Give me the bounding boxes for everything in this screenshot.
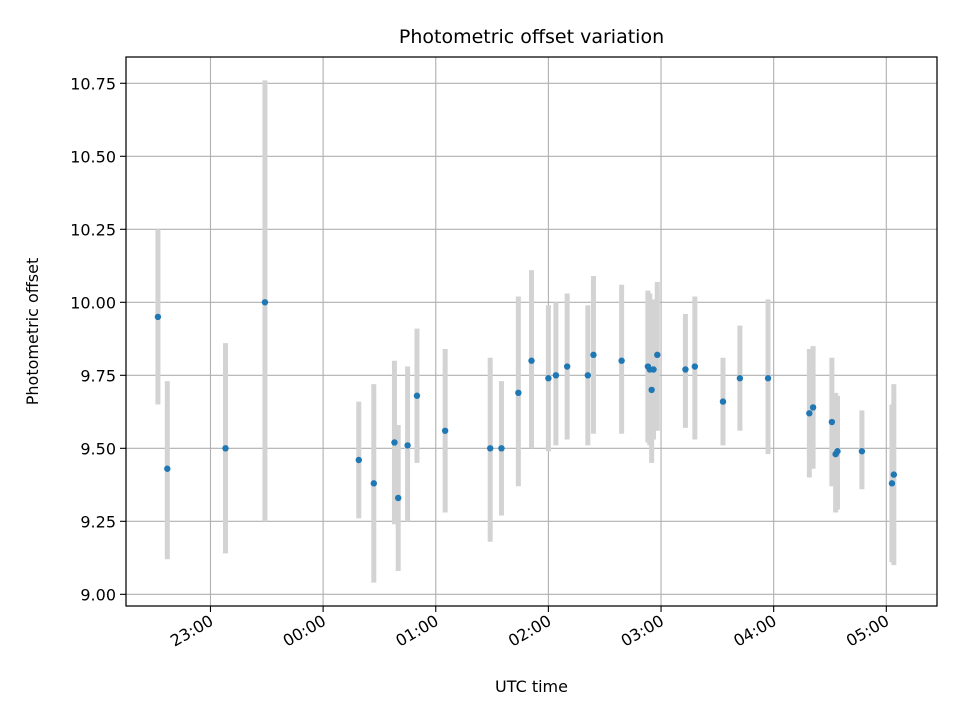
data-markers bbox=[154, 299, 898, 502]
data-point bbox=[404, 442, 411, 449]
y-tick-label: 10.00 bbox=[70, 293, 116, 312]
data-point bbox=[261, 299, 269, 306]
data-point bbox=[528, 357, 535, 364]
data-point bbox=[858, 448, 866, 455]
data-point bbox=[563, 363, 571, 370]
data-point bbox=[391, 439, 398, 446]
x-axis-label: UTC time bbox=[495, 677, 568, 696]
data-point bbox=[764, 375, 772, 382]
data-point bbox=[395, 494, 402, 502]
data-point bbox=[736, 375, 744, 382]
data-point bbox=[654, 351, 661, 359]
data-point bbox=[355, 456, 362, 464]
data-point bbox=[809, 404, 817, 411]
data-point bbox=[370, 480, 378, 487]
data-point bbox=[545, 375, 552, 382]
chart-title: Photometric offset variation bbox=[399, 26, 664, 48]
data-point bbox=[413, 392, 421, 399]
data-point bbox=[648, 386, 655, 394]
data-point bbox=[222, 445, 229, 452]
data-point bbox=[584, 372, 592, 379]
data-point bbox=[834, 448, 841, 455]
y-tick-label: 9.50 bbox=[80, 439, 116, 458]
data-point bbox=[552, 372, 560, 379]
data-point bbox=[164, 465, 171, 472]
data-point bbox=[590, 351, 597, 359]
data-point bbox=[154, 313, 162, 321]
plot-frame bbox=[125, 56, 938, 607]
y-tick-label: 10.50 bbox=[70, 147, 116, 166]
data-point bbox=[486, 445, 494, 452]
data-point bbox=[682, 366, 689, 373]
y-tick-label: 9.75 bbox=[80, 366, 116, 385]
data-point bbox=[691, 363, 699, 370]
data-point bbox=[806, 410, 813, 417]
y-tick-label: 9.00 bbox=[80, 585, 116, 604]
y-tick-label: 9.25 bbox=[80, 512, 116, 531]
y-tick-label: 10.25 bbox=[70, 220, 116, 239]
data-point bbox=[618, 357, 625, 364]
data-point bbox=[719, 398, 727, 405]
data-point bbox=[888, 480, 896, 487]
data-point bbox=[515, 389, 522, 397]
y-axis-label: Photometric offset bbox=[23, 258, 42, 406]
data-point bbox=[890, 471, 898, 478]
data-point bbox=[650, 366, 657, 373]
data-point bbox=[498, 445, 505, 452]
y-tick-label: 10.75 bbox=[70, 74, 116, 93]
data-point bbox=[441, 427, 449, 434]
data-point bbox=[828, 418, 836, 426]
